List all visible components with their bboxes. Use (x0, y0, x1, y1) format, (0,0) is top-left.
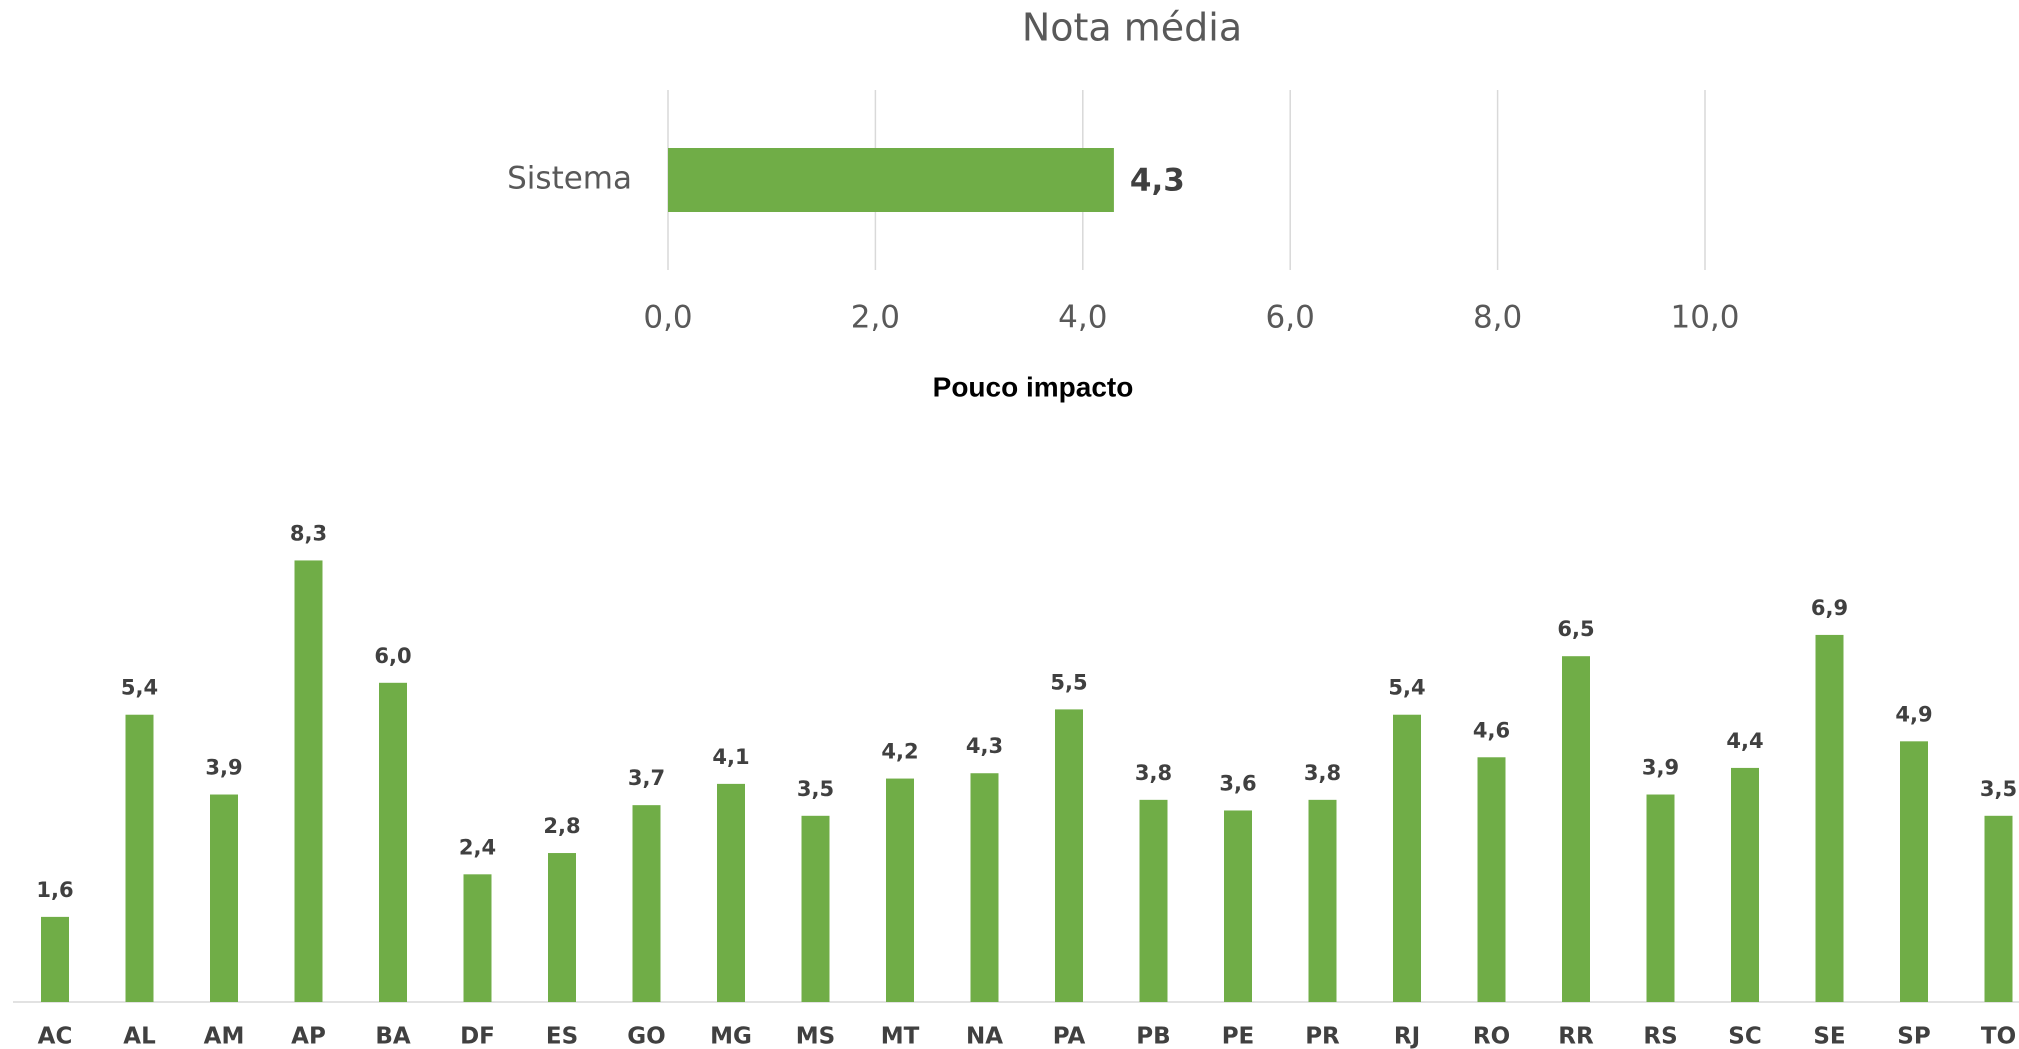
x-tick-label: MS (796, 1024, 835, 1049)
data-label: 2,4 (459, 835, 496, 859)
data-label: 3,6 (1219, 771, 1256, 795)
bar (1308, 799, 1337, 1002)
bar (1900, 741, 1928, 1002)
x-tick-label: AC (38, 1024, 73, 1049)
bar (717, 783, 745, 1002)
x-tick-label: 0,0 (643, 300, 692, 336)
bar (41, 916, 69, 1002)
bar (1646, 794, 1675, 1002)
bar (668, 148, 1114, 212)
bar (125, 714, 154, 1002)
bar (463, 874, 492, 1002)
x-tick-label: MT (881, 1024, 920, 1049)
chart-title: Pouco impacto (933, 371, 1134, 402)
bar (548, 853, 576, 1002)
x-tick-label: SE (1813, 1024, 1845, 1049)
bar (1477, 757, 1506, 1002)
y-tick-label: Sistema (507, 161, 632, 197)
data-label: 6,9 (1811, 596, 1848, 620)
x-tick-label: RO (1473, 1024, 1510, 1049)
bar (1562, 656, 1590, 1002)
data-label: 5,4 (121, 676, 158, 700)
bar (886, 778, 914, 1002)
x-tick-label: 6,0 (1266, 300, 1315, 336)
data-label: 4,3 (966, 734, 1003, 758)
bar (1815, 634, 1844, 1002)
bar (1055, 709, 1083, 1002)
x-tick-label: AM (204, 1024, 245, 1049)
bar (970, 773, 999, 1002)
x-tick-label: ES (546, 1024, 578, 1049)
x-tick-label: SC (1728, 1024, 1761, 1049)
data-label: 8,3 (290, 521, 327, 545)
bar (294, 560, 323, 1002)
x-tick-label: PA (1053, 1024, 1086, 1049)
x-tick-label: DF (460, 1024, 495, 1049)
x-tick-label: TO (1981, 1024, 2016, 1049)
x-tick-label: NA (966, 1024, 1003, 1049)
data-label: 4,9 (1895, 702, 1932, 726)
x-tick-label: 10,0 (1670, 300, 1739, 336)
data-label: 4,1 (712, 745, 749, 769)
data-label: 4,4 (1726, 729, 1763, 753)
data-label: 4,6 (1473, 718, 1510, 742)
data-label: 3,8 (1304, 761, 1341, 785)
x-tick-label: SP (1897, 1024, 1930, 1049)
data-label: 2,8 (543, 814, 580, 838)
x-tick-label: 4,0 (1058, 300, 1107, 336)
data-label: 5,5 (1050, 670, 1087, 694)
bar (1731, 767, 1759, 1002)
x-tick-label: AP (291, 1024, 326, 1049)
chart-title: Nota média (1022, 6, 1242, 50)
bar (632, 805, 661, 1002)
x-tick-label: RJ (1394, 1024, 1420, 1049)
data-label: 4,2 (881, 740, 918, 764)
data-label: 6,0 (374, 644, 411, 668)
data-label: 6,5 (1557, 617, 1594, 641)
data-label: 3,5 (1980, 777, 2017, 801)
x-tick-label: AL (123, 1024, 156, 1049)
bar (1139, 799, 1168, 1002)
bar (379, 682, 407, 1002)
data-label: 3,5 (797, 777, 834, 801)
x-tick-label: BA (375, 1024, 411, 1049)
x-tick-label: PB (1136, 1024, 1170, 1049)
x-tick-label: 8,0 (1473, 300, 1522, 336)
bar (1224, 810, 1252, 1002)
x-tick-label: PE (1222, 1024, 1255, 1049)
bar (1393, 714, 1421, 1002)
data-label: 3,7 (628, 766, 665, 790)
x-tick-label: GO (627, 1024, 665, 1049)
data-label: 3,9 (1642, 756, 1679, 780)
data-label: 1,6 (36, 878, 73, 902)
x-tick-label: 2,0 (851, 300, 900, 336)
data-label: 3,9 (205, 756, 242, 780)
data-label: 4,3 (1130, 163, 1185, 199)
x-tick-label: PR (1305, 1024, 1340, 1049)
bar (801, 815, 830, 1002)
bar (210, 794, 238, 1002)
data-label: 5,4 (1388, 676, 1425, 700)
data-label: 3,8 (1135, 761, 1172, 785)
x-tick-label: RS (1643, 1024, 1677, 1049)
x-tick-label: MG (710, 1024, 752, 1049)
x-tick-label: RR (1558, 1024, 1594, 1049)
bar (1984, 815, 2013, 1002)
